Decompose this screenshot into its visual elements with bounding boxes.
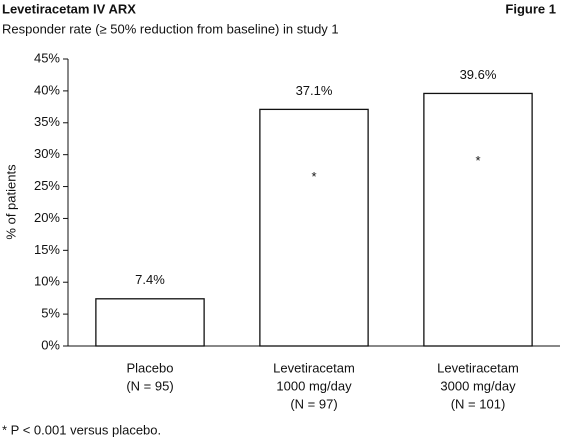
value-label: 39.6% <box>460 67 497 82</box>
x-tick-label: 1000 mg/day <box>276 378 352 393</box>
x-tick-label: (N = 95) <box>126 378 173 393</box>
bar <box>259 108 369 347</box>
y-tick-label: 45% <box>34 50 60 65</box>
y-tick-label: 25% <box>34 178 60 193</box>
y-tick-label: 0% <box>41 337 60 352</box>
y-tick-label: 30% <box>34 146 60 161</box>
value-label: 7.4% <box>135 272 165 287</box>
bar <box>423 92 533 347</box>
x-tick-label: (N = 101) <box>451 396 506 411</box>
y-tick-label: 15% <box>34 242 60 257</box>
figure-label: Figure 1 <box>505 1 556 16</box>
x-tick-label: Levetiracetam <box>437 360 519 375</box>
bar-annotation: * <box>475 153 480 168</box>
bar-annotation: * <box>311 169 316 184</box>
bar <box>95 298 205 347</box>
y-tick-label: 40% <box>34 82 60 97</box>
y-tick-label: 5% <box>41 306 60 321</box>
footnote: * P < 0.001 versus placebo. <box>2 422 161 437</box>
y-axis-label: % of patients <box>3 164 18 240</box>
x-tick-label: Levetiracetam <box>273 360 355 375</box>
y-tick-label: 35% <box>34 114 60 129</box>
x-tick-label: 3000 mg/day <box>440 378 516 393</box>
chart-subtitle: Responder rate (≥ 50% reduction from bas… <box>2 21 339 36</box>
chart-title: Levetiracetam IV ARX <box>2 1 136 16</box>
x-tick-label: (N = 97) <box>290 396 337 411</box>
value-label: 37.1% <box>296 83 333 98</box>
x-tick-label: Placebo <box>127 360 174 375</box>
y-tick-label: 20% <box>34 210 60 225</box>
y-tick-label: 10% <box>34 274 60 289</box>
